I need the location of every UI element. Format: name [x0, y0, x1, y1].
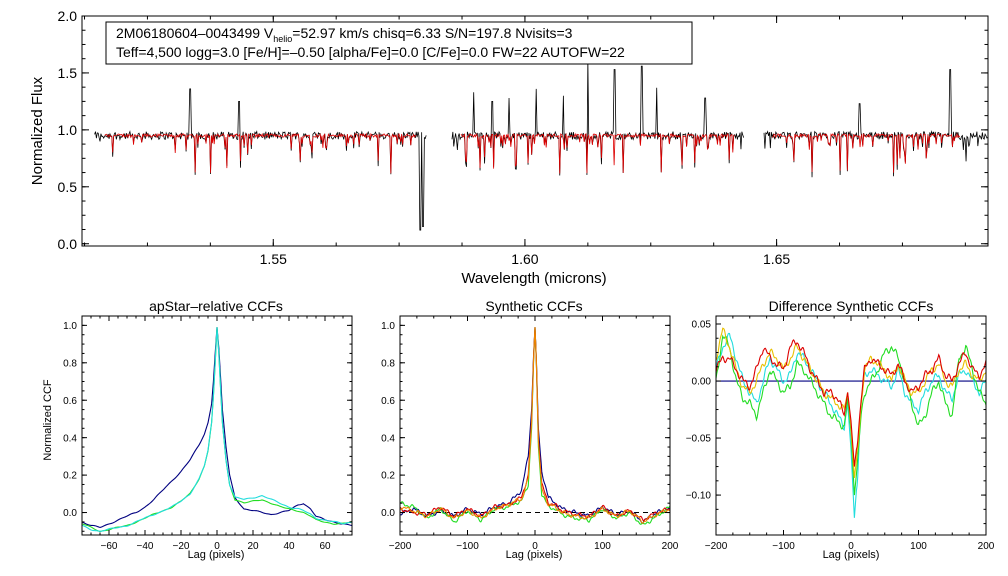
apstar-y-tick-label: 0.4 — [63, 433, 77, 444]
difference-y-tick-label: −0.05 — [686, 434, 712, 445]
apstar-x-tick-label: 20 — [247, 541, 259, 552]
apstar-x-tick-label: −20 — [173, 541, 190, 552]
synthetic-ccf-panel: Synthetic CCFs −200 −100 0 100 200 0.0 0.2 0.4 0… — [381, 298, 679, 561]
difference-x-tick-label: 0 — [848, 541, 854, 552]
info-vhelio-value: =52.97 km/s — [292, 25, 369, 41]
apstar-x-tick-label: −40 — [137, 541, 154, 552]
spectrum-xlabel: Wavelength (microns) — [461, 270, 606, 287]
synthetic-syn-orange-line — [400, 327, 670, 524]
apstar-y-tick-label: 0.8 — [63, 358, 77, 369]
synthetic-y-tick-label: 0.8 — [381, 358, 395, 369]
apstar-y-tick-label: 0.6 — [63, 396, 77, 407]
synthetic-x-tick-label: −200 — [389, 541, 412, 552]
synthetic-y-tick-label: 1.0 — [381, 321, 395, 332]
apstar-y-tick-label: 1.0 — [63, 321, 77, 332]
spectrum-observed-line — [763, 69, 988, 178]
synthetic-x-tick-label: 100 — [594, 541, 611, 552]
info-line-2: Teff=4,500 logg=3.0 [Fe/H]=–0.50 [alpha/… — [116, 44, 625, 60]
difference-y-tick-label: −0.10 — [686, 491, 712, 502]
apstar-ccf-xlabel: Lag (pixels) — [188, 549, 245, 561]
apstar-x-tick-label: −60 — [101, 541, 118, 552]
synthetic-ccf-xlabel: Lag (pixels) — [506, 549, 563, 561]
apstar-ccf-ylabel: Normalized CCF — [42, 379, 54, 461]
info-nvisits: Nvisits=3 — [515, 25, 572, 41]
info-line-1: 2M06180604–0043499 Vhelio=52.97 km/s chi… — [116, 25, 573, 44]
synthetic-x-tick-label: 0 — [532, 541, 538, 552]
spectrum-model-line — [772, 132, 961, 173]
spectrum-x-tick-label: 1.55 — [260, 251, 287, 267]
difference-x-tick-label: 200 — [978, 541, 995, 552]
difference-y-tick-label: 0.05 — [692, 320, 712, 331]
info-star-id: 2M06180604–0043499 — [116, 25, 260, 41]
synthetic-y-tick-label: 0.0 — [381, 508, 395, 519]
info-chisq: chisq=6.33 — [373, 25, 441, 41]
spectrum-x-tick-label: 1.65 — [763, 251, 790, 267]
apstar-ccf-cyan-line — [82, 327, 352, 532]
synthetic-y-tick-label: 0.4 — [381, 433, 395, 444]
apstar-y-tick-label: 0.2 — [63, 471, 77, 482]
spectrum-panel: 1.55 1.60 1.65 0.0 0.5 1.0 1.5 2.0 Wavelength (… — [29, 8, 989, 287]
apstar-x-tick-label: 40 — [283, 541, 295, 552]
difference-ccf-xlabel: Lag (pixels) — [823, 549, 880, 561]
synthetic-x-tick-label: −100 — [456, 541, 479, 552]
difference-x-tick-label: −100 — [772, 541, 795, 552]
info-sn: S/N=197.8 — [445, 25, 512, 41]
spectrum-model-line — [460, 132, 735, 174]
spectrum-y-tick-label: 0.0 — [58, 236, 78, 252]
apstar-ccf-title: apStar–relative CCFs — [149, 298, 283, 314]
spectrum-x-tick-label: 1.60 — [511, 251, 538, 267]
apstar-x-tick-label: 0 — [214, 541, 220, 552]
spectrum-ylabel: Normalized Flux — [29, 76, 46, 185]
difference-diff-red-line — [716, 339, 986, 467]
info-vhelio-subscript: helio — [273, 34, 292, 44]
spectrum-frame — [81, 15, 989, 247]
apstar-x-tick-label: 60 — [319, 541, 331, 552]
info-vhelio-symbol: V — [264, 25, 274, 41]
synthetic-x-tick-label: 200 — [662, 541, 679, 552]
difference-diff-cyan-line — [716, 332, 986, 518]
apstar-y-tick-label: 0.0 — [63, 508, 77, 519]
synthetic-ccf-title: Synthetic CCFs — [485, 298, 582, 314]
difference-ccf-title: Difference Synthetic CCFs — [769, 298, 934, 314]
apstar-ccf-panel: apStar–relative CCFs −60 −40 −20 0 20 40 60 0.0… — [42, 298, 353, 561]
spectrum-y-tick-label: 1.0 — [58, 122, 78, 138]
difference-x-tick-label: 100 — [910, 541, 927, 552]
difference-ccf-panel: Difference Synthetic CCFs −200 −100 0 100 20… — [686, 298, 995, 561]
info-box-frame — [105, 21, 693, 65]
difference-x-tick-label: −200 — [705, 541, 728, 552]
difference-y-tick-label: 0.00 — [692, 377, 712, 388]
spectrum-y-tick-label: 1.5 — [58, 65, 78, 81]
spectrum-y-tick-label: 2.0 — [58, 8, 78, 24]
info-box: 2M06180604–0043499 Vhelio=52.97 km/s chi… — [105, 21, 693, 65]
spectrum-model-line — [104, 132, 417, 174]
synthetic-y-tick-label: 0.2 — [381, 471, 395, 482]
spectrum-y-tick-label: 0.5 — [58, 179, 78, 195]
synthetic-y-tick-label: 0.6 — [381, 396, 395, 407]
